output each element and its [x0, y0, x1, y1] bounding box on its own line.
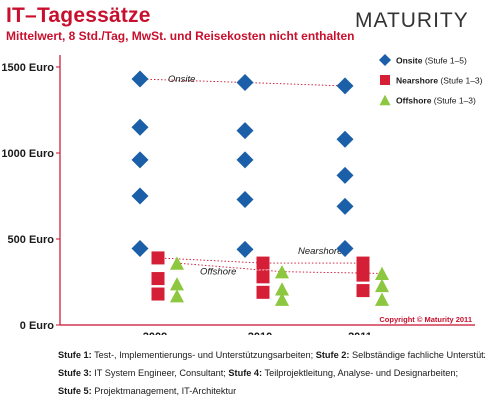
- nearshore-point: [356, 268, 370, 282]
- nearshore-point: [256, 285, 270, 299]
- y-tick-label: 0 Euro: [20, 320, 55, 332]
- footnote-line: Stufe 3: IT System Engineer, Consultant;…: [58, 364, 482, 382]
- footnote-text: Selbständige fachliche Unterstützung;: [351, 350, 485, 360]
- legend-label-onsite: Onsite (Stufe 1–5): [396, 56, 467, 66]
- legend-marker-nearshore: [380, 75, 390, 85]
- footnotes: Stufe 1: Test-, Implementierungs- und Un…: [58, 346, 485, 400]
- onsite-point: [336, 239, 354, 257]
- offshore-point: [170, 277, 184, 291]
- footnote-level: Stufe 2:: [315, 350, 350, 360]
- footnote-level: Stufe 1:: [58, 350, 92, 360]
- footnote-level: Stufe 5:: [58, 386, 92, 396]
- offshore-point: [275, 265, 289, 279]
- legend-marker-offshore: [379, 94, 391, 106]
- legend-marker-onsite: [379, 54, 391, 66]
- onsite-point: [131, 151, 149, 169]
- offshore-point: [375, 278, 389, 293]
- offshore-point: [170, 289, 184, 303]
- nearshore-point: [256, 270, 270, 284]
- chart-subtitle: Mittelwert, 8 Std./Tag, MwSt. und Reisek…: [6, 29, 355, 43]
- offshore-point: [275, 292, 289, 306]
- chart: 0 Euro 500 Euro 1000 Euro 1500 Euro 2009 2010…: [1, 54, 483, 335]
- footnote-level: Stufe 4:: [228, 368, 263, 378]
- trend-label-onsite: Onsite: [168, 74, 195, 85]
- logo-text: MATURITY: [355, 9, 469, 32]
- x-tick-label: 2011: [348, 331, 372, 335]
- onsite-point: [236, 122, 254, 140]
- chart-title: IT–Tagessätze: [6, 4, 151, 27]
- nearshore-point: [256, 256, 270, 270]
- footnote-line: Stufe 5: Projektmanagement, IT-Architekt…: [58, 382, 482, 400]
- onsite-point: [236, 151, 254, 169]
- footnote-text: IT System Engineer, Consultant;: [91, 368, 229, 378]
- copyright-text: Copyright © Maturity 2011: [379, 315, 472, 324]
- nearshore-point: [356, 256, 370, 270]
- onsite-point: [131, 239, 149, 257]
- onsite-point: [236, 73, 254, 91]
- offshore-point: [170, 256, 184, 270]
- onsite-point: [336, 130, 354, 148]
- nearshore-point: [151, 251, 165, 265]
- onsite-point: [336, 197, 354, 215]
- legend-label-nearshore: Nearshore (Stufe 1–3): [396, 76, 483, 86]
- onsite-point: [131, 70, 149, 88]
- maturity-logo: MATURITY: [355, 9, 469, 32]
- offshore-point: [375, 292, 389, 306]
- y-tick-label: 1000 Euro: [1, 148, 54, 160]
- nearshore-point: [151, 272, 165, 286]
- onsite-point: [236, 240, 254, 258]
- y-tick-label: 1500 Euro: [1, 62, 54, 74]
- x-tick-label: 2010: [248, 331, 272, 335]
- offshore-point: [275, 282, 289, 296]
- onsite-point: [131, 118, 149, 136]
- nearshore-point: [151, 287, 165, 301]
- onsite-point: [336, 166, 354, 184]
- y-tick-label: 500 Euro: [8, 234, 55, 246]
- footnote-text: Test-, Implementierungs- und Unterstützu…: [91, 350, 316, 360]
- legend-label-offshore: Offshore (Stufe 1–3): [396, 96, 476, 106]
- nearshore-point: [356, 284, 370, 298]
- offshore-point: [375, 266, 389, 281]
- trend-label-offshore: Offshore: [200, 267, 236, 278]
- onsite-point: [336, 77, 354, 95]
- footnote-level: Stufe 3:: [58, 368, 92, 378]
- trend-label-nearshore: Nearshore: [298, 246, 342, 257]
- footnote-text: Teilprojektleitung, Analyse- und Designa…: [262, 368, 459, 378]
- footnote-text: Projektmanagement, IT-Architektur: [91, 386, 237, 396]
- footnote-line: Stufe 1: Test-, Implementierungs- und Un…: [58, 346, 485, 364]
- x-tick-label: 2009: [143, 331, 167, 335]
- onsite-point: [236, 190, 254, 208]
- onsite-point: [131, 187, 149, 205]
